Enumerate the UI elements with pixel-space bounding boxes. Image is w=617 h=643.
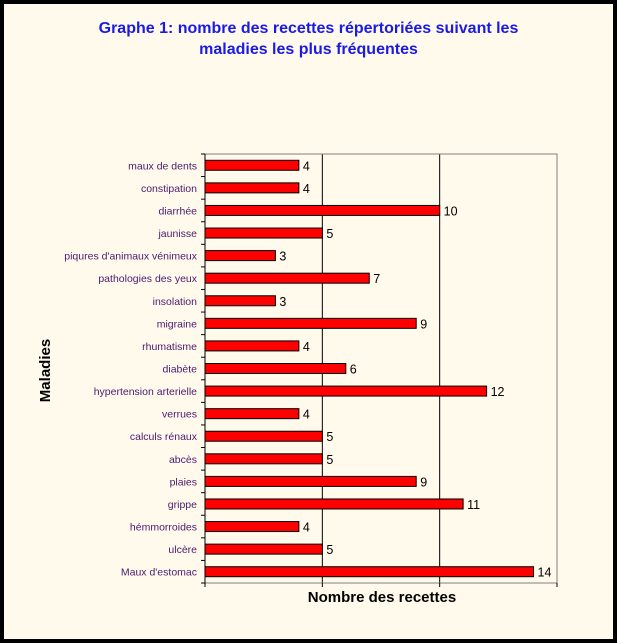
bar (204, 543, 323, 555)
category-label: plaies (170, 476, 197, 488)
chart-title: Graphe 1: nombre des recettes répertorié… (98, 20, 519, 58)
bar (204, 498, 464, 510)
data-label: 3 (279, 250, 286, 264)
data-label: 4 (303, 408, 310, 422)
category-label: hémmorroides (130, 522, 197, 534)
data-label: 5 (326, 430, 333, 444)
category-label: abcès (169, 454, 197, 466)
category-label: constipation (141, 183, 197, 195)
bar (204, 272, 370, 284)
category-labels: maux de dents constipation diarrhée jauniss… (64, 160, 197, 578)
data-label: 5 (326, 453, 333, 467)
category-label: grippe (168, 499, 197, 511)
data-label: 9 (420, 317, 427, 331)
bar (204, 204, 441, 216)
category-label: verrues (162, 409, 197, 421)
category-label: pathologies des yeux (98, 273, 197, 285)
category-label: rhumatisme (142, 341, 197, 353)
bar (204, 385, 488, 397)
bar (204, 430, 323, 442)
data-label: 4 (303, 182, 310, 196)
data-label: 7 (373, 272, 380, 286)
data-label: 5 (326, 543, 333, 557)
bar (204, 363, 347, 374)
category-label: insolation (153, 296, 198, 308)
bar (204, 521, 300, 533)
bar (204, 475, 417, 487)
data-label: 11 (467, 498, 480, 512)
category-label: hypertension arterielle (94, 386, 197, 398)
bar (204, 182, 300, 194)
bar (204, 408, 300, 420)
axis-ticks (201, 153, 558, 587)
category-label: piqures d'animaux vénimeux (64, 251, 197, 263)
data-label: 5 (326, 227, 333, 241)
data-label: 14 (538, 566, 552, 580)
category-label: diarrhée (158, 205, 197, 217)
bar (204, 453, 323, 465)
bar (204, 295, 276, 307)
bar (204, 250, 276, 262)
category-label: migraine (157, 318, 197, 330)
y-axis-title: Maladies (37, 339, 54, 402)
bar (204, 227, 323, 239)
data-label: 3 (279, 295, 286, 309)
bar (204, 566, 535, 578)
category-label: ulcère (168, 544, 197, 556)
category-label: maux de dents (128, 160, 197, 172)
data-label: 4 (303, 340, 310, 354)
data-label: 12 (491, 385, 505, 399)
bar (204, 317, 417, 329)
category-label: diabète (163, 364, 198, 376)
bar (204, 159, 300, 171)
category-label: jaunisse (157, 228, 197, 240)
bar (204, 340, 300, 352)
data-label: 4 (303, 159, 310, 173)
value-labels: 4 4 10 5 3 7 3 9 4 6 12 4 5 5 9 11 4 5 14 (279, 159, 551, 579)
x-axis-title: Nombre des recettes (308, 589, 456, 606)
data-label: 10 (444, 204, 458, 218)
data-label: 9 (420, 475, 427, 489)
category-label: calculs rénaux (130, 431, 198, 443)
bars (204, 159, 535, 578)
category-label: Maux d'estomac (121, 567, 197, 579)
data-label: 4 (303, 521, 310, 535)
data-label: 6 (350, 363, 357, 377)
